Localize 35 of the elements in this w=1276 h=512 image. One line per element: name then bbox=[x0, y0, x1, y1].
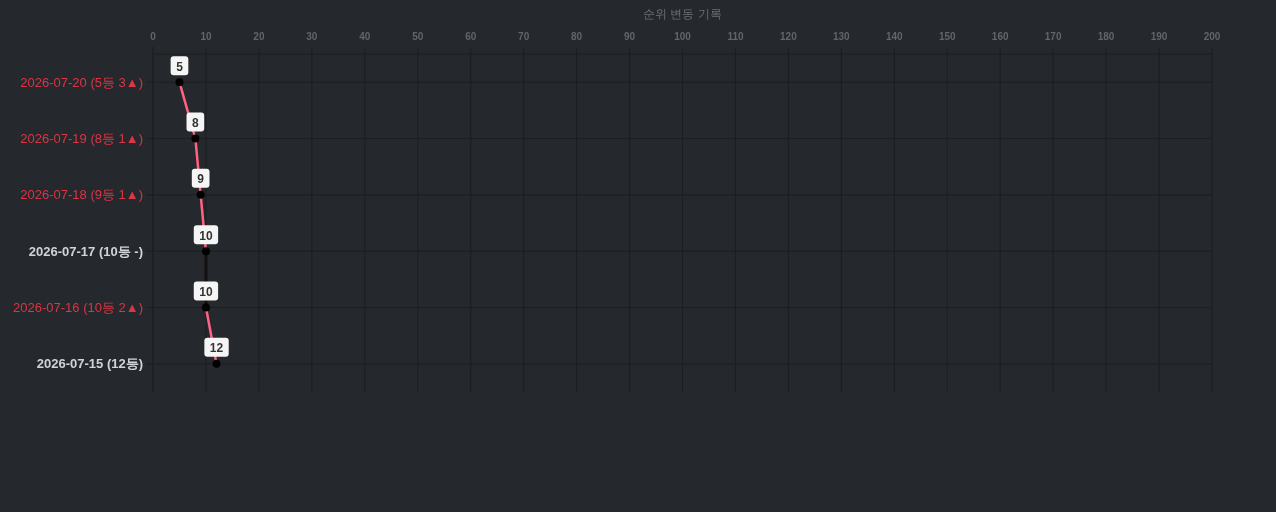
x-tick-label: 150 bbox=[938, 31, 956, 42]
y-category-label: 2026-07-18 (9등 1▲) bbox=[20, 187, 143, 203]
x-tick-label: 180 bbox=[1097, 31, 1115, 42]
x-tick-label: 0 bbox=[150, 31, 156, 42]
x-tick-label: 130 bbox=[833, 31, 850, 42]
x-tick-label: 70 bbox=[518, 31, 530, 42]
data-label: 5 bbox=[176, 59, 184, 74]
x-tick-label: 160 bbox=[991, 31, 1009, 42]
x-tick-label: 140 bbox=[885, 31, 903, 42]
y-category-label: 2026-07-20 (5등 3▲) bbox=[20, 74, 143, 90]
x-tick-label: 40 bbox=[359, 31, 371, 42]
data-label: 12 bbox=[209, 341, 224, 356]
x-tick-label: 120 bbox=[780, 31, 797, 42]
y-category-label: 2026-07-16 (10등 2▲) bbox=[13, 300, 143, 315]
x-tick-label: 100 bbox=[674, 31, 691, 42]
data-label: 10 bbox=[199, 228, 213, 243]
x-tick-label: 10 bbox=[200, 31, 212, 42]
x-tick-label: 50 bbox=[412, 31, 424, 42]
y-category-label: 2026-07-15 (12등) bbox=[36, 356, 143, 372]
title: 순위 변동 기록 bbox=[643, 7, 722, 21]
x-tick-label: 80 bbox=[571, 31, 583, 42]
data-label: 8 bbox=[192, 116, 200, 130]
x-tick-label: 190 bbox=[1150, 31, 1168, 42]
y-category-label: 2026-07-19 (8등 1▲) bbox=[20, 131, 143, 146]
x-tick-label: 170 bbox=[1044, 31, 1062, 42]
x-tick-label: 30 bbox=[306, 31, 318, 42]
y-category-label: 2026-07-17 (10등 -) bbox=[28, 243, 143, 259]
data-label: 10 bbox=[199, 285, 213, 299]
data-label: 9 bbox=[197, 172, 205, 187]
x-tick-label: 90 bbox=[624, 31, 636, 42]
x-tick-label: 200 bbox=[1203, 31, 1221, 42]
x-tick-label: 60 bbox=[465, 31, 477, 42]
data-label: 10 bbox=[193, 225, 219, 245]
x-tick-label: 110 bbox=[727, 31, 744, 42]
x-tick-label: 20 bbox=[253, 31, 265, 42]
